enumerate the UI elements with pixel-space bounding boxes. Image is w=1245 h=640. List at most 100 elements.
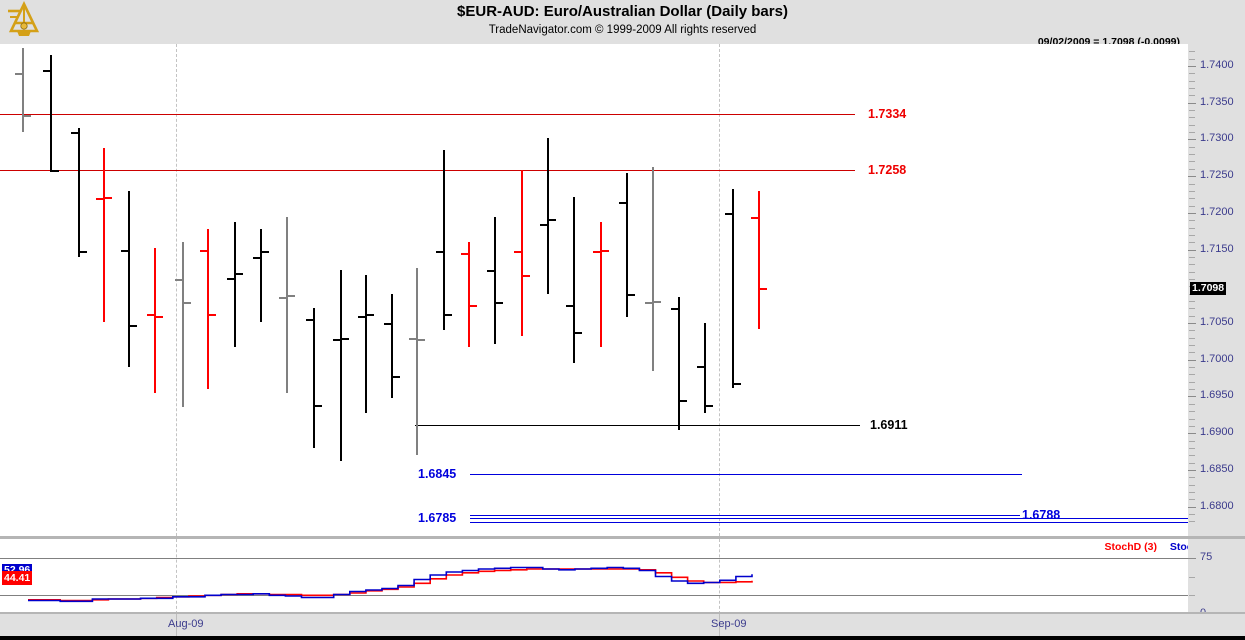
ohlc-bar	[207, 229, 209, 390]
ohlc-close-tick	[602, 249, 609, 252]
indicator-divider	[0, 612, 1245, 614]
ohlc-open-tick	[253, 256, 260, 259]
price-level-line	[470, 517, 1188, 519]
ohlc-open-tick	[333, 339, 340, 342]
ohlc-bar	[103, 148, 105, 322]
indicator-axis-label: 75	[1200, 550, 1213, 563]
price-axis-minor-tick	[1189, 73, 1195, 75]
ohlc-open-tick	[43, 69, 50, 72]
ohlc-bar	[704, 323, 706, 413]
ohlc-close-tick	[445, 314, 452, 317]
price-axis-tick	[1188, 359, 1196, 361]
price-axis[interactable]: 1.7400 1.7350 1.7300 1.7250 1.7200 1.7150 1.70…	[1188, 44, 1245, 536]
ohlc-bar	[758, 190, 760, 329]
ohlc-close-tick	[680, 400, 687, 403]
ohlc-open-tick	[619, 201, 626, 204]
price-axis-minor-tick	[1189, 301, 1195, 302]
price-axis-minor-tick	[1189, 345, 1195, 347]
ohlc-open-tick	[671, 308, 678, 311]
price-level-line	[0, 170, 855, 172]
price-axis-label: 1.7200	[1200, 205, 1234, 218]
ohlc-close-tick	[130, 324, 137, 327]
price-axis-tick	[1188, 249, 1196, 251]
price-axis-minor-tick	[1189, 183, 1195, 185]
ohlc-open-tick	[514, 251, 521, 254]
ohlc-open-tick	[409, 337, 416, 340]
ohlc-bar	[78, 128, 80, 257]
indicator-gridline	[0, 557, 1188, 559]
price-axis-minor-tick	[1189, 242, 1195, 244]
price-axis-minor-tick	[1189, 234, 1195, 236]
stochastic-pane[interactable]	[0, 539, 1188, 614]
ohlc-bar	[154, 248, 156, 393]
price-level-label: 1.7258	[868, 163, 907, 178]
price-axis-minor-tick	[1189, 403, 1195, 405]
date-separator	[176, 614, 177, 636]
price-axis-minor-tick	[1189, 220, 1195, 222]
price-axis-tick	[1188, 506, 1196, 508]
indicator-axis-tick	[1188, 557, 1196, 559]
indicator-axis[interactable]: 750	[1188, 539, 1245, 619]
price-axis-tick	[1188, 323, 1196, 325]
price-level-label: 1.6845	[418, 466, 457, 481]
stochD-line	[28, 568, 753, 602]
ohlc-close-tick	[706, 405, 713, 408]
page-title: $EUR-AUD: Euro/Australian Dollar (Daily …	[457, 3, 788, 20]
ohlc-close-tick	[80, 251, 87, 254]
ohlc-bar	[626, 172, 628, 318]
ohlc-bar	[234, 221, 236, 347]
ohlc-close-tick	[209, 314, 216, 317]
ohlc-close-tick	[760, 287, 767, 290]
price-axis-minor-tick	[1189, 462, 1195, 464]
price-axis-label: 1.7300	[1200, 132, 1234, 145]
ohlc-bar	[416, 267, 418, 456]
ohlc-close-tick	[575, 331, 582, 334]
ohlc-open-tick	[147, 314, 154, 317]
price-axis-minor-tick	[1189, 227, 1195, 229]
ohlc-bar	[128, 190, 130, 368]
price-axis-minor-tick	[1189, 411, 1195, 413]
price-axis-minor-tick	[1189, 95, 1195, 97]
price-axis-label: 1.6950	[1200, 389, 1234, 402]
price-axis-tick	[1188, 176, 1196, 178]
ohlc-open-tick	[645, 302, 652, 305]
ohlc-bar	[365, 275, 367, 413]
date-axis[interactable]: Aug-09 Sep-09	[0, 614, 1245, 636]
ohlc-close-tick	[418, 339, 425, 342]
price-axis-minor-tick	[1189, 58, 1195, 60]
price-axis-minor-tick	[1189, 205, 1195, 207]
price-axis-minor-tick	[1189, 278, 1195, 280]
ohlc-bar	[652, 167, 654, 371]
ohlc-close-tick	[470, 304, 477, 307]
price-axis-minor-tick	[1189, 315, 1195, 317]
ohlc-close-tick	[654, 301, 661, 303]
price-axis-minor-tick	[1189, 110, 1195, 112]
price-axis-minor-tick	[1189, 190, 1195, 192]
price-axis-minor-tick	[1189, 484, 1195, 486]
ohlc-close-tick	[628, 293, 635, 296]
price-axis-minor-tick	[1189, 88, 1195, 90]
ohlc-bar	[260, 229, 262, 322]
price-axis-minor-tick	[1189, 198, 1195, 200]
ohlc-close-tick	[52, 170, 59, 173]
ohlc-bar	[678, 297, 680, 430]
ohlc-open-tick	[461, 253, 468, 256]
ohlc-bar	[521, 170, 523, 337]
ohlc-open-tick	[487, 270, 494, 273]
last-price-badge: 1.7098	[1190, 281, 1227, 295]
price-axis-minor-tick	[1189, 491, 1195, 493]
price-axis-minor-tick	[1189, 374, 1195, 376]
date-axis-label: Sep-09	[711, 618, 747, 630]
ohlc-bar	[443, 150, 445, 331]
price-axis-minor-tick	[1189, 161, 1195, 163]
ohlc-open-tick	[540, 223, 547, 226]
price-axis-minor-tick	[1189, 418, 1195, 420]
ohlc-close-tick	[734, 383, 741, 386]
ohlc-bar	[182, 242, 184, 408]
ohlc-bar	[313, 308, 315, 448]
month-separator-1	[719, 44, 720, 536]
ohlc-open-tick	[96, 198, 103, 201]
price-axis-minor-tick	[1189, 513, 1195, 515]
price-axis-minor-tick	[1189, 367, 1195, 369]
